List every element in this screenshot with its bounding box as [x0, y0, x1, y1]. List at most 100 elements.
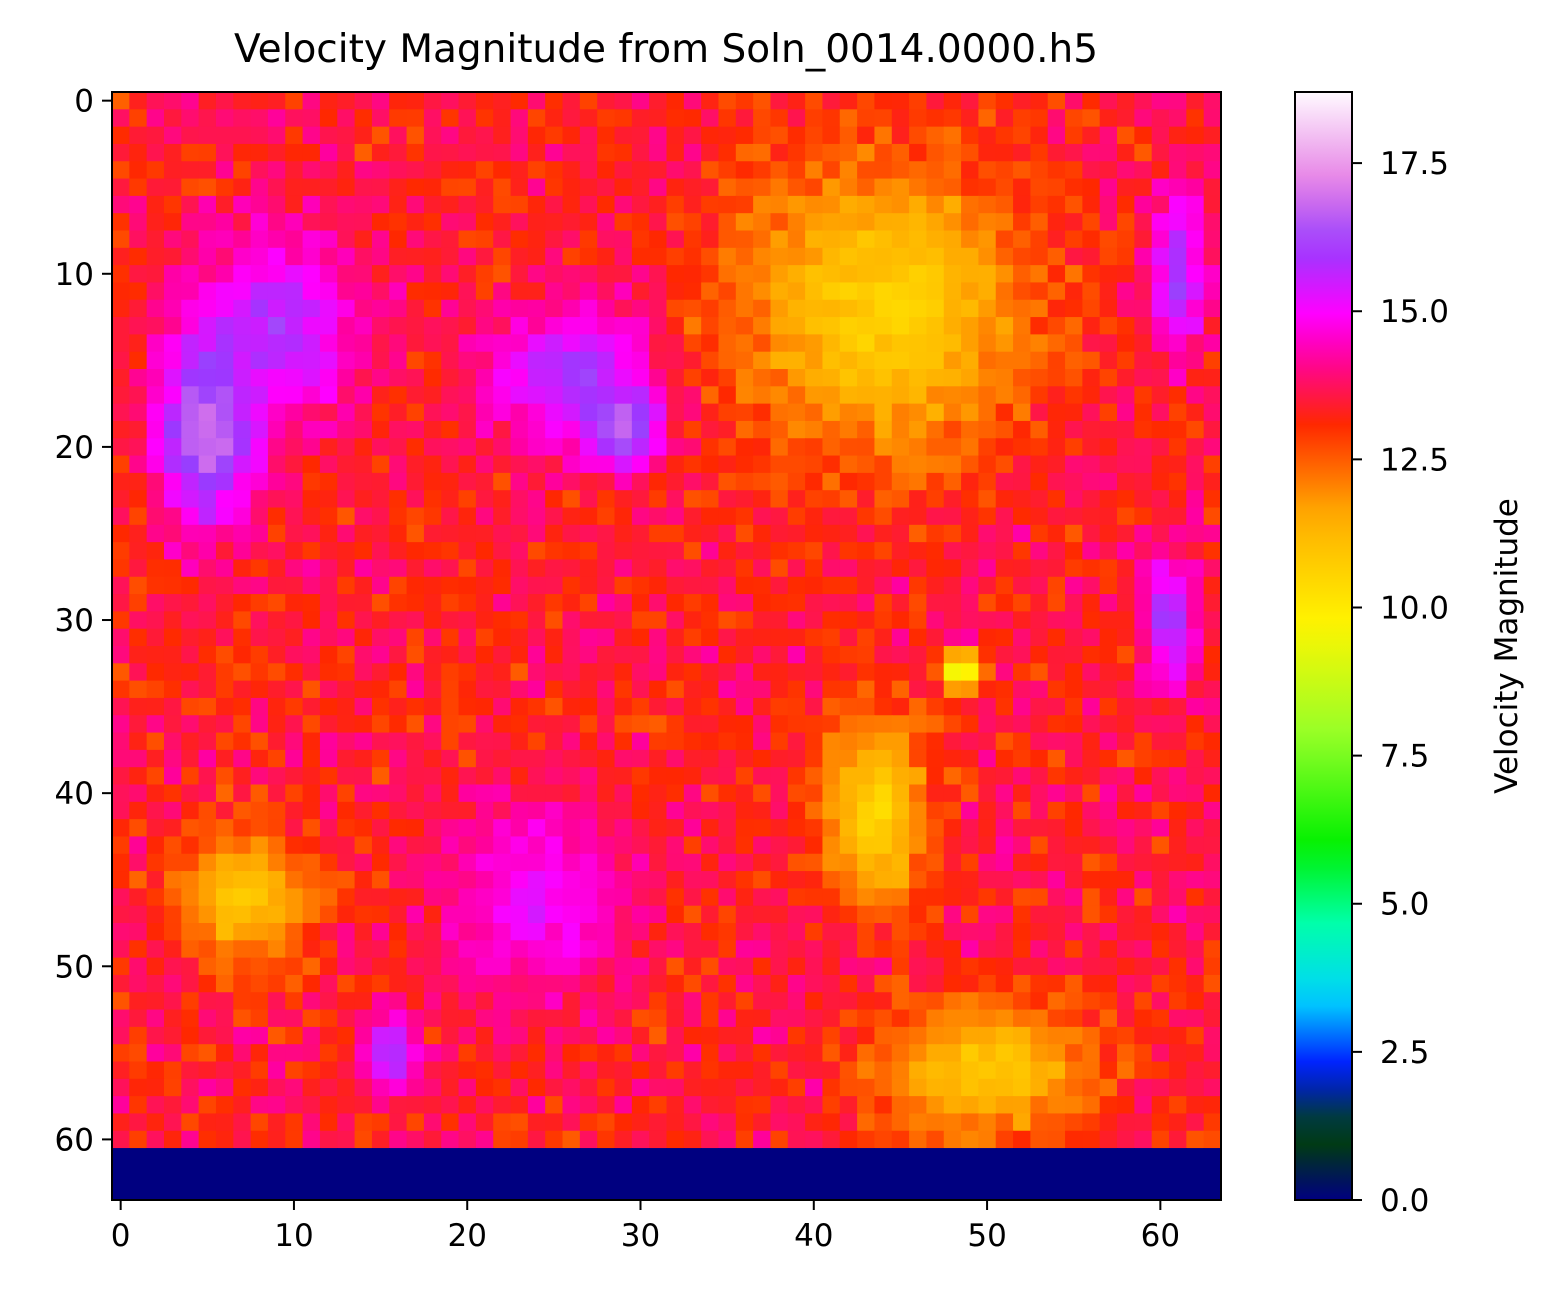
heatmap-cell — [614, 888, 633, 907]
heatmap-cell — [233, 680, 252, 699]
heatmap-cell — [926, 317, 945, 335]
heatmap-cell — [597, 1026, 616, 1045]
heatmap-cell — [112, 559, 130, 578]
heatmap-cell — [1186, 680, 1205, 699]
heatmap-cell — [319, 680, 338, 699]
heatmap-cell — [1047, 507, 1066, 526]
heatmap-cell — [441, 334, 460, 353]
heatmap-cell — [735, 143, 754, 162]
heatmap-cell — [423, 853, 442, 872]
heatmap-cell — [319, 403, 338, 422]
heatmap-cell — [1151, 715, 1170, 734]
heatmap-cell — [562, 871, 581, 889]
heatmap-cell — [649, 611, 668, 630]
heatmap-cell — [527, 871, 546, 889]
heatmap-cell — [510, 1009, 529, 1028]
heatmap-cell — [857, 230, 876, 249]
heatmap-cell — [250, 282, 269, 301]
heatmap-cell — [909, 715, 928, 734]
heatmap-cell — [1151, 853, 1170, 872]
heatmap-cell — [978, 905, 997, 924]
heatmap-cell — [389, 472, 408, 491]
heatmap-cell — [631, 819, 650, 838]
heatmap-cell — [562, 472, 581, 491]
heatmap-cell — [1047, 784, 1066, 803]
heatmap-cell — [423, 403, 442, 422]
heatmap-cell — [1065, 974, 1083, 993]
heatmap-cell — [233, 697, 252, 716]
heatmap-cell — [614, 784, 633, 803]
heatmap-cell — [597, 784, 616, 803]
heatmap-cell — [579, 923, 598, 941]
heatmap-cell — [978, 1078, 997, 1097]
heatmap-cell — [683, 871, 702, 889]
heatmap-cell — [943, 282, 962, 301]
heatmap-cell — [181, 195, 200, 214]
heatmap-cell — [614, 230, 633, 249]
heatmap-cell — [1203, 1061, 1222, 1080]
heatmap-cell — [510, 715, 529, 734]
x-tick-label: 60 — [1141, 1218, 1180, 1254]
heatmap-cell — [1082, 836, 1101, 855]
heatmap-cell — [614, 247, 633, 266]
heatmap-cell — [978, 438, 997, 457]
heatmap-cell — [458, 888, 477, 907]
heatmap-cell — [163, 438, 182, 457]
heatmap-cell — [510, 819, 529, 838]
heatmap-cell — [1117, 351, 1135, 370]
heatmap-cell — [493, 403, 512, 422]
heatmap-cell — [493, 1148, 512, 1166]
heatmap-cell — [250, 213, 269, 232]
heatmap-cell — [146, 1078, 165, 1097]
heatmap-cell — [233, 1165, 252, 1184]
heatmap-cell — [129, 1148, 148, 1166]
heatmap-cell — [1065, 611, 1083, 630]
heatmap-cell — [406, 507, 425, 526]
heatmap-cell — [787, 749, 806, 768]
heatmap-cell — [770, 974, 789, 993]
heatmap-cell — [579, 784, 598, 803]
heatmap-cell — [302, 299, 321, 318]
heatmap-cell — [1134, 801, 1153, 820]
heatmap-cell — [441, 213, 460, 232]
heatmap-cell — [770, 749, 789, 768]
heatmap-cell — [1099, 420, 1118, 439]
heatmap-cell — [302, 490, 321, 509]
heatmap-cell — [770, 801, 789, 820]
heatmap-cell — [631, 697, 650, 716]
heatmap-cell — [1030, 1148, 1049, 1166]
heatmap-cell — [1099, 1182, 1118, 1201]
heatmap-cell — [683, 974, 702, 993]
heatmap-cell — [909, 836, 928, 855]
heatmap-cell — [1099, 957, 1118, 976]
heatmap-cell — [475, 594, 494, 612]
heatmap-cell — [493, 1044, 512, 1063]
heatmap-cell — [510, 524, 529, 543]
heatmap-cell — [1013, 230, 1031, 249]
heatmap-cell — [1203, 749, 1222, 768]
heatmap-cell — [441, 161, 460, 180]
heatmap-cell — [423, 282, 442, 301]
heatmap-cell — [770, 1165, 789, 1184]
heatmap-cell — [510, 490, 529, 509]
heatmap-cell — [1065, 542, 1083, 561]
heatmap-cell — [1082, 438, 1101, 457]
heatmap-cell — [857, 923, 876, 941]
heatmap-cell — [319, 1044, 338, 1063]
heatmap-cell — [597, 819, 616, 838]
heatmap-cell — [857, 109, 876, 128]
heatmap-cell — [718, 334, 737, 353]
heatmap-cell — [839, 403, 858, 422]
heatmap-cell — [215, 1130, 234, 1149]
heatmap-cell — [666, 1061, 685, 1080]
heatmap-cell — [649, 559, 668, 578]
heatmap-cell — [822, 1096, 841, 1115]
heatmap-cell — [545, 143, 564, 162]
heatmap-cell — [354, 871, 373, 889]
heatmap-cell — [978, 1130, 997, 1149]
heatmap-cell — [1134, 957, 1153, 976]
heatmap-cell — [1151, 749, 1170, 768]
heatmap-cell — [1117, 403, 1135, 422]
heatmap-cell — [857, 369, 876, 387]
heatmap-cell — [666, 801, 685, 820]
